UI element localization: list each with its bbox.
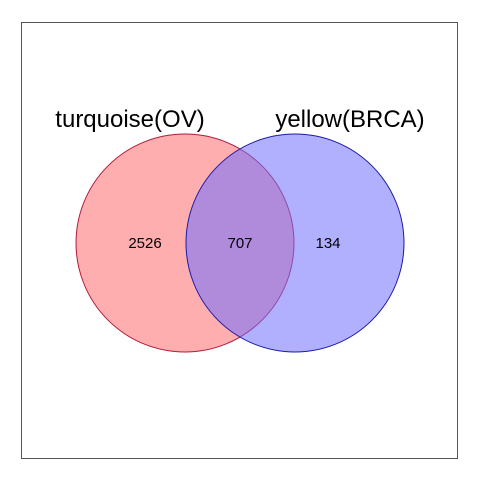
count-only-right: 134 <box>315 235 340 252</box>
set-label-right: yellow(BRCA) <box>275 106 424 133</box>
set-label-left: turquoise(OV) <box>55 106 204 133</box>
count-only-left: 2526 <box>128 235 161 252</box>
count-intersection: 707 <box>227 235 252 252</box>
set-circle-yellow-brca <box>185 133 405 353</box>
